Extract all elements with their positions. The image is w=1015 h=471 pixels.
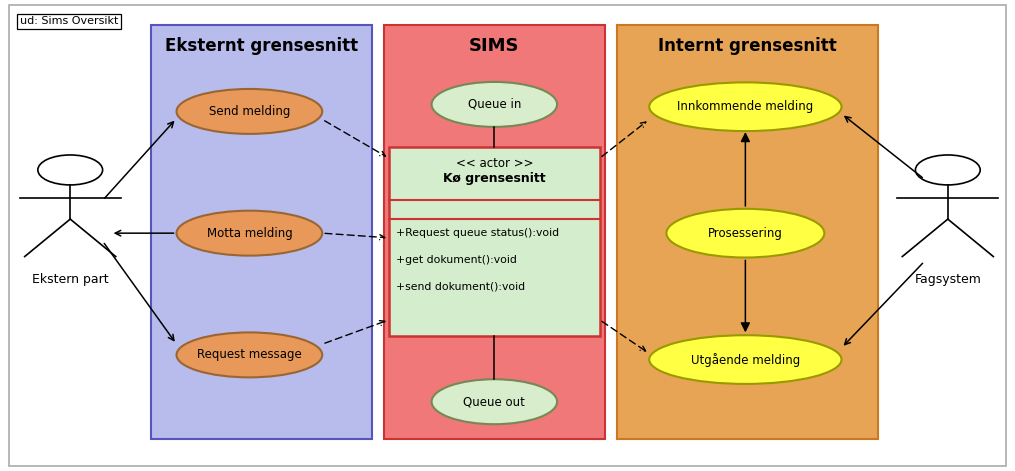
Ellipse shape xyxy=(667,209,824,258)
Bar xyxy=(384,25,605,439)
Ellipse shape xyxy=(650,82,841,131)
Ellipse shape xyxy=(177,211,323,256)
Text: +send dokument():void: +send dokument():void xyxy=(396,282,526,292)
Bar xyxy=(617,25,878,439)
Text: Utgående melding: Utgående melding xyxy=(691,353,800,366)
Bar xyxy=(151,25,371,439)
Text: +Request queue status():void: +Request queue status():void xyxy=(396,227,559,237)
Text: +get dokument():void: +get dokument():void xyxy=(396,255,517,265)
Text: << actor >>: << actor >> xyxy=(456,157,533,170)
Text: Fagsystem: Fagsystem xyxy=(915,273,982,286)
Text: Request message: Request message xyxy=(197,349,301,361)
Text: Queue out: Queue out xyxy=(464,395,526,408)
Text: Innkommende melding: Innkommende melding xyxy=(677,100,813,113)
Ellipse shape xyxy=(431,82,557,127)
Text: Send melding: Send melding xyxy=(209,105,290,118)
Text: Ekstern part: Ekstern part xyxy=(31,273,109,286)
Ellipse shape xyxy=(650,335,841,384)
Text: ud: Sims Oversikt: ud: Sims Oversikt xyxy=(19,16,118,26)
Bar xyxy=(389,146,600,336)
Text: Prosessering: Prosessering xyxy=(707,227,783,240)
Text: Motta melding: Motta melding xyxy=(206,227,292,240)
Text: Internt grensesnitt: Internt grensesnitt xyxy=(658,37,836,55)
Ellipse shape xyxy=(431,379,557,424)
Text: Queue in: Queue in xyxy=(468,98,521,111)
Text: Eksternt grensesnitt: Eksternt grensesnitt xyxy=(165,37,358,55)
Text: SIMS: SIMS xyxy=(469,37,520,55)
Ellipse shape xyxy=(177,333,323,377)
Ellipse shape xyxy=(177,89,323,134)
Text: Kø grensesnitt: Kø grensesnitt xyxy=(443,172,546,185)
